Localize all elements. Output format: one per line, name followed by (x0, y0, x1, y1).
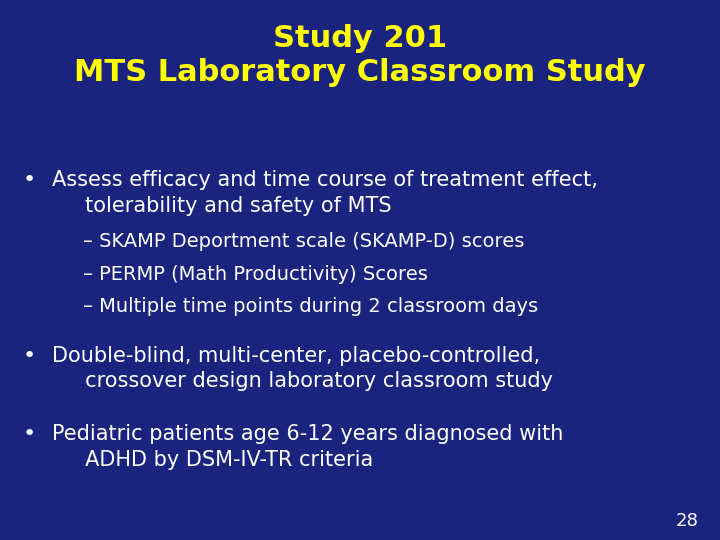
Text: Study 201
MTS Laboratory Classroom Study: Study 201 MTS Laboratory Classroom Study (74, 24, 646, 87)
Text: – SKAMP Deportment scale (SKAMP-D) scores: – SKAMP Deportment scale (SKAMP-D) score… (83, 232, 524, 251)
Text: Double-blind, multi-center, placebo-controlled,
     crossover design laboratory: Double-blind, multi-center, placebo-cont… (52, 346, 553, 391)
Text: – PERMP (Math Productivity) Scores: – PERMP (Math Productivity) Scores (83, 265, 428, 284)
Text: – Multiple time points during 2 classroom days: – Multiple time points during 2 classroo… (83, 297, 538, 316)
Text: •: • (23, 170, 36, 190)
Text: •: • (23, 346, 36, 366)
Text: Pediatric patients age 6-12 years diagnosed with
     ADHD by DSM-IV-TR criteria: Pediatric patients age 6-12 years diagno… (52, 424, 563, 469)
Text: 28: 28 (675, 512, 698, 530)
Text: •: • (23, 424, 36, 444)
Text: Assess efficacy and time course of treatment effect,
     tolerability and safet: Assess efficacy and time course of treat… (52, 170, 598, 215)
